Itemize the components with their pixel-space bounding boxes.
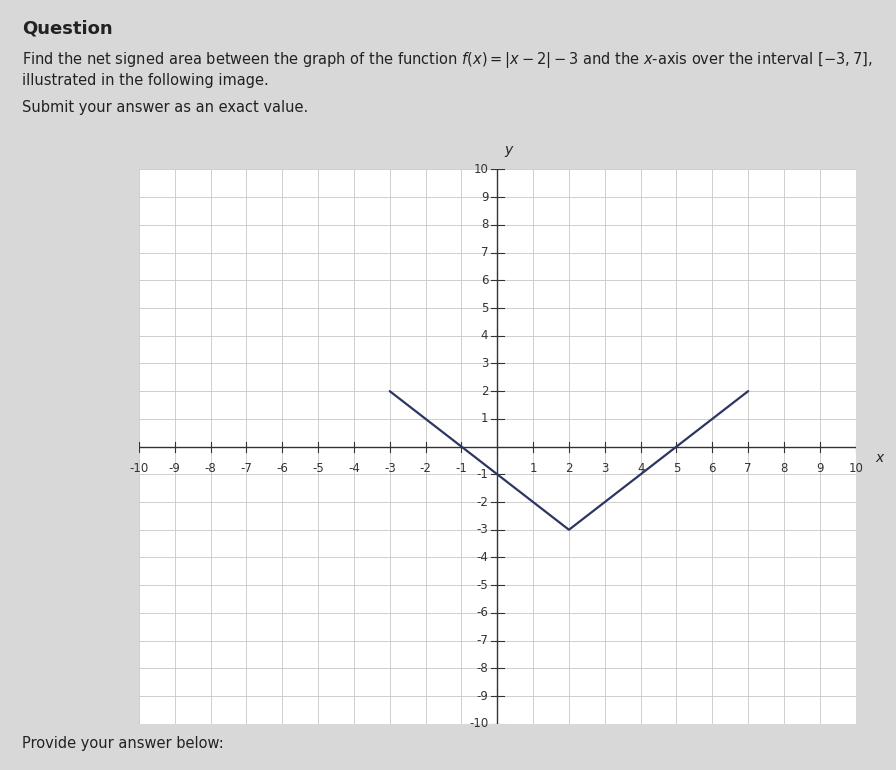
Text: -2: -2 — [419, 462, 432, 475]
Text: -3: -3 — [477, 524, 488, 536]
Text: 10: 10 — [849, 462, 863, 475]
Text: -9: -9 — [168, 462, 181, 475]
Text: $x$: $x$ — [875, 450, 886, 464]
Text: -5: -5 — [312, 462, 324, 475]
Text: 7: 7 — [481, 246, 488, 259]
Text: -1: -1 — [455, 462, 468, 475]
Text: -10: -10 — [129, 462, 149, 475]
Text: -3: -3 — [383, 462, 396, 475]
Text: -10: -10 — [470, 718, 488, 730]
Text: 10: 10 — [473, 163, 488, 176]
Text: -7: -7 — [477, 634, 488, 647]
Text: 4: 4 — [481, 330, 488, 342]
Text: -5: -5 — [477, 579, 488, 591]
Text: Find the net signed area between the graph of the function $f(x) = |x-2| - 3$ an: Find the net signed area between the gra… — [22, 50, 873, 70]
Text: -4: -4 — [348, 462, 360, 475]
Text: 4: 4 — [637, 462, 644, 475]
Text: 3: 3 — [481, 357, 488, 370]
Text: -7: -7 — [240, 462, 253, 475]
Text: Question: Question — [22, 19, 113, 37]
Text: Provide your answer below:: Provide your answer below: — [22, 736, 224, 751]
Text: 8: 8 — [780, 462, 788, 475]
Text: -8: -8 — [204, 462, 217, 475]
Text: 9: 9 — [481, 191, 488, 203]
Text: -1: -1 — [477, 468, 488, 480]
Text: 7: 7 — [745, 462, 752, 475]
Text: 5: 5 — [481, 302, 488, 314]
Text: 2: 2 — [481, 385, 488, 397]
Text: -4: -4 — [477, 551, 488, 564]
Text: $y$: $y$ — [504, 144, 515, 159]
Text: Submit your answer as an exact value.: Submit your answer as an exact value. — [22, 100, 308, 115]
Text: 1: 1 — [481, 413, 488, 425]
Text: -2: -2 — [477, 496, 488, 508]
Text: -6: -6 — [276, 462, 289, 475]
Text: -8: -8 — [477, 662, 488, 675]
Text: 5: 5 — [673, 462, 680, 475]
Text: 2: 2 — [565, 462, 573, 475]
Text: illustrated in the following image.: illustrated in the following image. — [22, 73, 269, 88]
Text: 6: 6 — [709, 462, 716, 475]
Text: -9: -9 — [477, 690, 488, 702]
Text: 6: 6 — [481, 274, 488, 286]
Text: 9: 9 — [816, 462, 823, 475]
Text: 8: 8 — [481, 219, 488, 231]
Text: -6: -6 — [477, 607, 488, 619]
Text: 3: 3 — [601, 462, 608, 475]
Text: 1: 1 — [530, 462, 537, 475]
